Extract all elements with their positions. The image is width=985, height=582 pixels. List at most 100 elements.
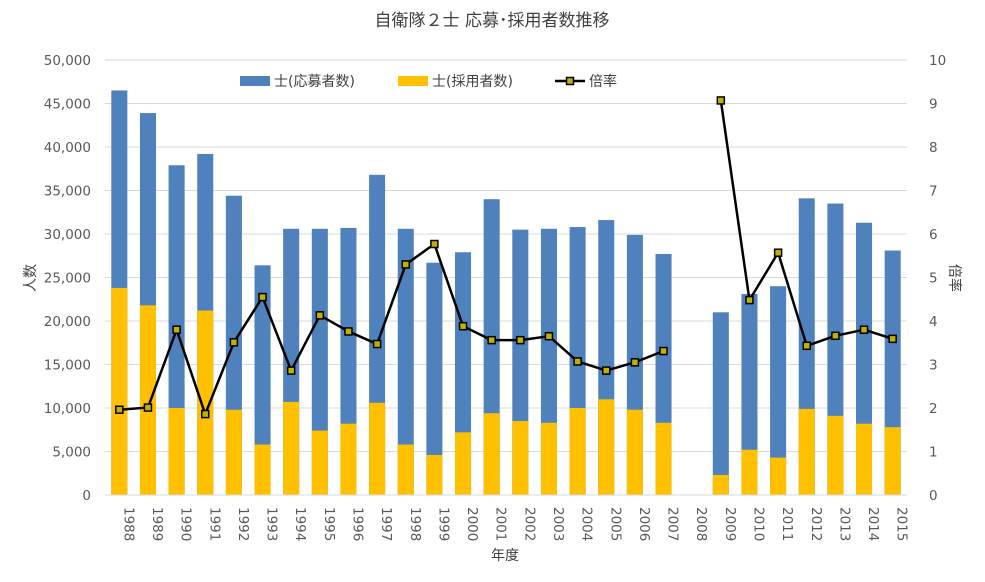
- y-tick-label: 15,000: [44, 358, 91, 374]
- ratio-marker: [516, 335, 525, 345]
- ratio-marker: [430, 239, 439, 249]
- bar-hired: [827, 415, 844, 495]
- x-tick-label: 1998: [407, 507, 423, 541]
- x-tick-label: 2002: [521, 507, 537, 541]
- bar-hired: [884, 427, 901, 495]
- bar-hired: [254, 444, 271, 495]
- bar-applicants: [254, 265, 271, 495]
- ratio-marker: [315, 311, 325, 320]
- x-tick-label: 2011: [779, 507, 795, 541]
- ratio-marker: [143, 403, 153, 412]
- legend-label: 士(採用者数): [432, 74, 513, 90]
- ratio-marker: [229, 338, 239, 347]
- ratio-marker: [745, 295, 754, 305]
- ratio-marker: [201, 409, 210, 419]
- x-tick-label: 1994: [292, 507, 308, 541]
- x-tick-label: 2004: [579, 507, 595, 541]
- bar-hired: [311, 430, 328, 495]
- ratio-marker: [573, 357, 582, 366]
- x-tick-label: 2012: [808, 507, 824, 541]
- x-tick-label: 1993: [264, 507, 280, 541]
- y2-tick-label: 2: [929, 401, 938, 417]
- y2-tick-label: 4: [929, 314, 938, 330]
- bar-hired: [598, 399, 615, 495]
- y2-tick-label: 0: [929, 488, 938, 504]
- bar-applicants: [770, 286, 787, 495]
- bar-hired: [111, 287, 128, 495]
- ratio-marker: [630, 358, 640, 367]
- y-axis-title: 人数: [23, 264, 39, 292]
- y2-tick-label: 8: [929, 140, 938, 156]
- x-tick-label: 2000: [464, 507, 480, 541]
- bars: [111, 90, 901, 496]
- legend-label: 士(応募者数): [274, 74, 355, 90]
- x-tick-label: 1996: [349, 507, 365, 541]
- x-tick-label: 2003: [550, 507, 566, 541]
- ratio-marker: [115, 405, 124, 414]
- y-tick-label: 45,000: [44, 97, 91, 113]
- bar-applicants: [397, 228, 414, 495]
- y2-tick-label: 5: [929, 271, 938, 287]
- y-tick-label: 50,000: [44, 53, 91, 69]
- ratio-marker: [802, 341, 811, 351]
- ratio-marker: [344, 327, 353, 336]
- bar-hired: [283, 401, 300, 495]
- bar-hired: [856, 423, 873, 495]
- y2-axis-title: 倍率: [946, 264, 963, 292]
- bar-hired: [626, 409, 643, 495]
- y2-tick-label: 6: [929, 227, 938, 243]
- x-tick-label: 2015: [894, 507, 910, 541]
- y-tick-label: 10,000: [44, 401, 91, 417]
- y-tick-label: 25,000: [44, 271, 91, 287]
- ratio-marker: [286, 366, 296, 375]
- x-tick-label: 2001: [493, 507, 509, 541]
- y-tick-label: 40,000: [44, 140, 91, 156]
- x-tick-label: 2010: [750, 507, 766, 541]
- y-tick-label: 35,000: [44, 184, 91, 200]
- y2-tick-label: 7: [929, 184, 938, 200]
- x-tick-label: 2009: [722, 507, 738, 541]
- bar-hired: [455, 432, 472, 495]
- legend-swatch: [240, 76, 270, 86]
- x-tick-label: 1990: [178, 507, 194, 541]
- bar-hired: [369, 402, 386, 495]
- bar-hired: [798, 408, 815, 495]
- bar-hired: [712, 474, 729, 495]
- axes: 0 5,000 10,000 15,000 20,000 25,000 30,000 35,0…: [44, 53, 946, 541]
- bar-hired: [741, 449, 758, 495]
- x-tick-label: 1991: [206, 507, 222, 541]
- legend-swatch: [398, 76, 428, 86]
- ratio-line-segment: [119, 242, 664, 416]
- ratio-marker: [773, 248, 783, 257]
- x-tick-label: 1988: [120, 507, 136, 541]
- bar-hired: [139, 305, 156, 495]
- bar-hired: [569, 408, 586, 495]
- bar-hired: [340, 423, 357, 495]
- y-tick-label: 30,000: [44, 227, 91, 243]
- bar-hired: [426, 454, 443, 495]
- bar-applicants: [426, 262, 443, 495]
- ratio-marker: [172, 325, 181, 334]
- x-tick-label: 2005: [607, 507, 623, 541]
- ratio-marker: [372, 339, 382, 349]
- x-tick-label: 1999: [435, 507, 451, 541]
- bar-hired: [225, 409, 242, 495]
- gridlines: [105, 59, 907, 452]
- bar-hired: [197, 310, 214, 495]
- ratio-marker: [258, 292, 267, 302]
- x-tick-label: 2006: [636, 507, 652, 541]
- ratio-marker: [544, 331, 554, 341]
- x-tick-label: 2013: [836, 507, 852, 541]
- ratio-marker: [831, 331, 840, 341]
- bar-hired: [770, 457, 787, 495]
- y-tick-label: 5,000: [52, 445, 91, 461]
- y-tick-label: 20,000: [44, 314, 91, 330]
- x-axis-title: 年度: [491, 548, 519, 564]
- bar-hired: [655, 422, 672, 495]
- legend-marker: [565, 76, 575, 86]
- y2-tick-label: 3: [929, 358, 938, 374]
- bar-applicants: [311, 228, 328, 495]
- ratio-marker: [401, 260, 410, 269]
